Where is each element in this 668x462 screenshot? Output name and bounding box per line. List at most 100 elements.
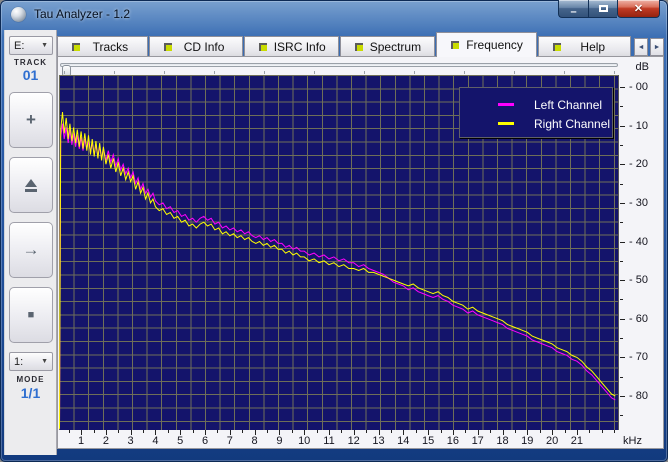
frequency-chart: Left Channel Right Channel [59,75,619,430]
maximize-icon [598,5,608,12]
tab-label: Tracks [92,40,129,54]
tab-scroll-left-button[interactable]: ◄ [634,38,649,56]
x-minor-tick [539,430,541,433]
x-tick [81,430,83,435]
y-axis-unit-label: dB [635,61,649,73]
add-button[interactable]: + [9,92,53,148]
slider-tick [464,71,465,74]
x-tick [130,430,132,435]
tab-label: ISRC Info [273,40,326,54]
x-axis-unit-label: kHz [623,435,642,447]
x-tick [105,430,107,435]
drive-select[interactable]: E: ▼ [9,36,53,55]
mode-select[interactable]: 1: ▼ [9,352,53,371]
track-caption: TRACK [14,58,47,67]
x-tick-label: 20 [545,435,559,447]
title-bar[interactable]: Tau Analyzer - 1.2 – ✕ [0,0,668,30]
tab-label: Help [580,40,606,54]
tab-spectrum[interactable]: Spectrum [340,36,435,57]
stop-icon: ■ [27,309,35,321]
x-minor-tick [68,430,70,433]
stop-button[interactable]: ■ [9,287,53,343]
x-tick [304,430,306,435]
x-tick-label: 4 [152,435,159,447]
y-tick-label: - 60 [629,312,648,325]
y-minor-tick [620,415,623,417]
x-minor-tick [514,430,516,433]
x-axis: kHz 1 2 3 4 5 6 7 8 9 10 11 12 13 14 15 16 17 18 19 20 21 [59,430,664,449]
y-minor-tick [620,338,623,340]
x-tick [353,430,355,435]
position-slider[interactable] [60,63,618,77]
minimize-button[interactable]: – [558,0,588,18]
y-tick-label: - 20 [629,158,648,171]
x-tick [205,430,206,435]
x-minor-tick [415,430,417,433]
x-minor-tick [465,430,467,433]
slider-tick [414,71,415,74]
slider-tick [614,71,615,74]
x-minor-tick [217,430,219,433]
mode-ratio: 1/1 [20,385,41,401]
y-minor-tick [620,106,623,108]
x-minor-tick [490,430,492,433]
x-minor-tick [614,430,615,433]
x-tick-label: 8 [251,435,258,447]
legend-item: Left Channel [460,95,612,114]
close-icon: ✕ [633,3,644,15]
x-tick-label: 17 [471,435,484,447]
tab-label: Frequency [466,38,523,52]
eject-icon [25,178,37,192]
x-tick [155,430,157,435]
x-tick [254,430,256,435]
play-button[interactable]: → [9,222,53,278]
drive-select-value: E: [14,39,25,52]
x-minor-tick [316,430,318,433]
tab-indicator-icon [259,43,268,51]
x-tick [403,430,405,435]
tab-cd-info[interactable]: CD Info [148,36,244,57]
slider-tick [264,71,265,74]
tab-indicator-icon [72,43,80,51]
slider-tick [564,71,565,74]
app-icon [11,7,26,22]
x-tick-label: 15 [421,435,435,447]
mode-select-value: 1: [14,355,24,368]
tab-tracks[interactable]: Tracks [57,36,148,57]
mode-caption: MODE [16,375,45,384]
y-minor-tick [620,144,623,146]
y-tick [620,164,625,166]
legend-label: Left Channel [534,97,603,112]
slider-ticks [60,71,618,75]
y-tick [620,125,625,127]
slider-tick [364,71,365,74]
tab-scroll-right-button[interactable]: ► [650,38,664,56]
x-tick-label: 11 [323,435,335,447]
y-tick [620,318,625,320]
slider-tick [164,71,165,74]
x-minor-tick [118,430,120,433]
maximize-button[interactable] [588,0,617,18]
x-minor-tick [440,430,442,433]
x-tick [477,430,479,435]
window-title: Tau Analyzer - 1.2 [34,7,131,21]
x-minor-tick [267,430,268,433]
slider-tick [114,71,115,74]
x-minor-tick [291,430,293,433]
tab-indicator-icon [553,43,562,51]
y-minor-tick [620,376,623,378]
x-minor-tick [564,430,566,433]
x-tick-label: 10 [298,435,311,447]
eject-button[interactable] [9,157,53,213]
x-tick-label: 12 [347,435,360,447]
slider-tick [514,71,515,74]
close-button[interactable]: ✕ [617,0,660,18]
y-tick-label: - 80 [629,390,648,402]
minimize-icon: – [570,5,577,18]
y-tick-label: - 30 [629,196,648,209]
tab-isrc-info[interactable]: ISRC Info [244,36,340,57]
tab-indicator-icon [450,41,459,49]
tab-help[interactable]: Help [538,36,632,57]
tab-frequency[interactable]: Frequency [435,32,538,57]
x-tick-label: 5 [177,435,184,447]
